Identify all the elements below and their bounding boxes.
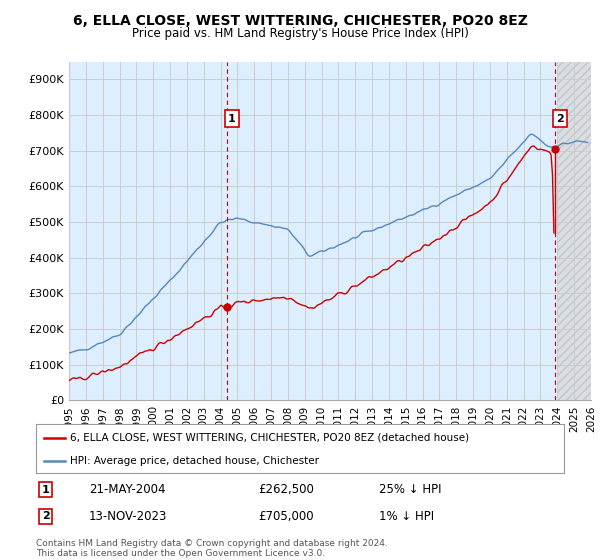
Text: 1: 1 [228, 114, 236, 124]
Text: 6, ELLA CLOSE, WEST WITTERING, CHICHESTER, PO20 8EZ: 6, ELLA CLOSE, WEST WITTERING, CHICHESTE… [73, 14, 527, 28]
Text: HPI: Average price, detached house, Chichester: HPI: Average price, detached house, Chic… [70, 456, 319, 466]
Text: 1: 1 [41, 485, 49, 494]
Text: 21-MAY-2004: 21-MAY-2004 [89, 483, 166, 496]
Text: 13-NOV-2023: 13-NOV-2023 [89, 510, 167, 523]
Text: 2: 2 [41, 511, 49, 521]
Bar [557, 62, 591, 400]
Text: Contains HM Land Registry data © Crown copyright and database right 2024.
This d: Contains HM Land Registry data © Crown c… [36, 539, 388, 558]
Text: 2: 2 [556, 114, 564, 124]
Text: Price paid vs. HM Land Registry's House Price Index (HPI): Price paid vs. HM Land Registry's House … [131, 27, 469, 40]
Text: 6, ELLA CLOSE, WEST WITTERING, CHICHESTER, PO20 8EZ (detached house): 6, ELLA CLOSE, WEST WITTERING, CHICHESTE… [70, 433, 469, 443]
Text: £705,000: £705,000 [258, 510, 313, 523]
Text: 25% ↓ HPI: 25% ↓ HPI [379, 483, 442, 496]
Text: £262,500: £262,500 [258, 483, 314, 496]
Text: 1% ↓ HPI: 1% ↓ HPI [379, 510, 434, 523]
